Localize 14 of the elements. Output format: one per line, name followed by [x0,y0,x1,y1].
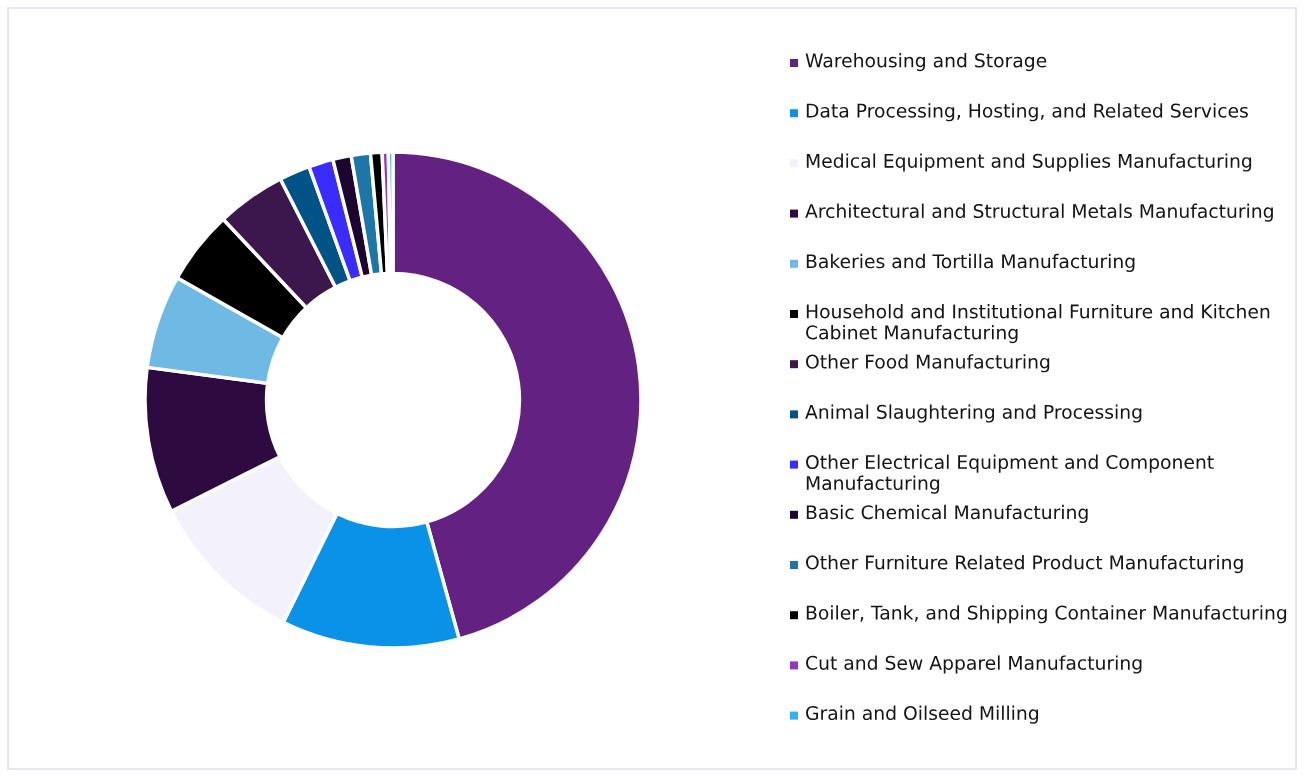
legend-label: Boiler, Tank, and Shipping Container Manufacturing [806,605,1287,624]
legend-label: Architectural and Structural Metals Manufacturing [805,203,1273,222]
legend-label: Other Food Manufacturing [806,354,1050,373]
legend-label: Other Electrical Equipment and Component Manufacturing [806,454,1214,494]
legend-label: Other Furniture Related Product Manufacturing [806,555,1243,574]
legend-label: Basic Chemical Manufacturing [806,504,1088,523]
legend-label: Warehousing and Storage [805,53,1047,72]
legend-label: Data Processing, Hosting, and Related Services [806,103,1248,122]
legend-label: Household and Institutional Furniture and Kitchen Cabinet Manufacturing [806,304,1270,344]
legend-label: Animal Slaughtering and Processing [805,404,1142,423]
legend-label: Medical Equipment and Supplies Manufacturing [806,153,1252,172]
legend-label: Grain and Oilseed Milling [806,705,1038,724]
legend-label: Cut and Sew Apparel Manufacturing [806,655,1142,674]
legend-label: Bakeries and Tortilla Manufacturing [806,253,1135,272]
